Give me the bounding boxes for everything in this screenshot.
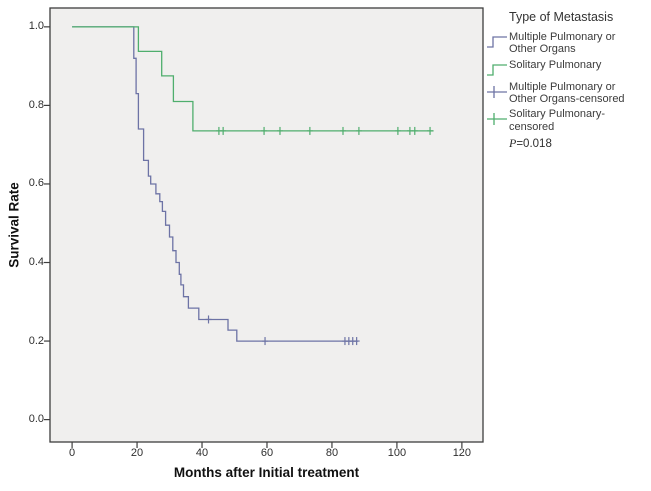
legend-items: Multiple Pulmonary or Other Organs Solita… [486, 31, 650, 133]
legend-step-icon [487, 36, 507, 48]
legend-item: Multiple Pulmonary or Other Organs-censo… [486, 81, 650, 106]
survival-curve-2 [72, 26, 434, 132]
legend-item-label: Multiple Pulmonary or Other Organs [509, 31, 616, 56]
y-axis-title: Survival Rate [6, 182, 22, 268]
legend-plus-icon [487, 113, 507, 126]
legend-plus-icon [487, 85, 507, 98]
p-value-number: =0.018 [516, 137, 552, 150]
legend: Type of Metastasis Multiple Pulmonary or… [486, 10, 650, 151]
legend-step-icon [487, 63, 507, 76]
plot-background [49, 7, 484, 443]
p-value-annotation: P=0.018 [509, 136, 650, 151]
p-value-symbol: P [509, 135, 517, 150]
legend-item: Solitary Pulmonary [486, 59, 650, 78]
legend-item: Solitary Pulmonary-censored [486, 108, 650, 133]
survival-curve-1 [72, 26, 358, 342]
legend-item-label: Solitary Pulmonary [509, 58, 602, 71]
x-axis-title: Months after Initial treatment [173, 465, 360, 480]
legend-item-label: Solitary Pulmonary-censored [509, 108, 605, 133]
legend-item: Multiple Pulmonary or Other Organs [486, 31, 650, 56]
legend-title: Type of Metastasis [509, 10, 614, 24]
legend-item-label: Multiple Pulmonary or Other Organs-censo… [509, 80, 625, 105]
